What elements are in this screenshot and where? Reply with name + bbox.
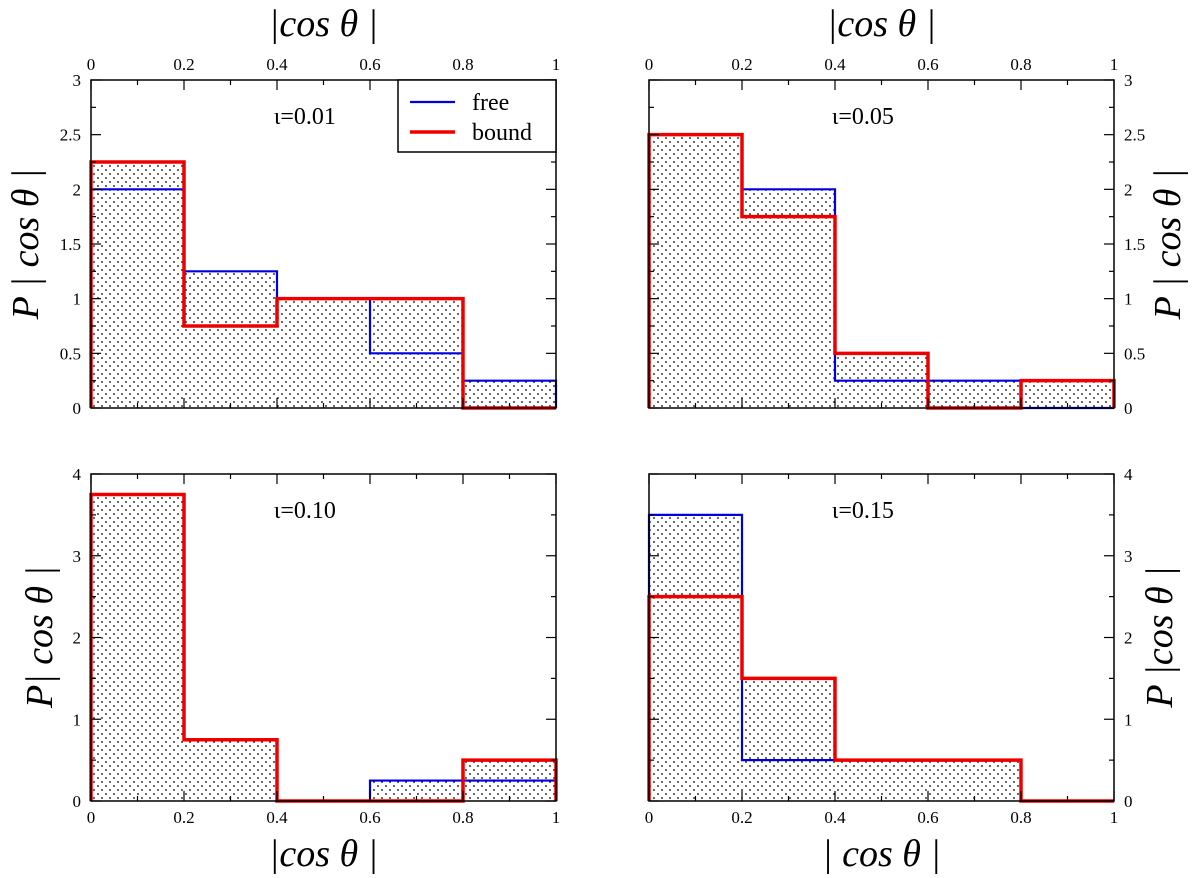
x-tick-label: 0.6 (917, 808, 938, 827)
y-tick-label: 0 (73, 792, 82, 811)
x-axis-title: |cos θ | (269, 3, 378, 45)
fill-bin-4 (370, 780, 463, 801)
panel-annotation: ι=0.15 (832, 498, 894, 524)
series-bound-line (647, 594, 1114, 803)
y-tick-label: 4 (1124, 465, 1133, 484)
y-tick-label: 3 (1124, 71, 1133, 90)
fill-bin-2 (184, 271, 277, 408)
x-tick-label: 0.4 (266, 808, 288, 827)
y-tick-label: 1.5 (60, 235, 81, 254)
y-tick-label: 3 (73, 71, 82, 90)
fill-bin-1 (91, 494, 184, 801)
fill-bin-2 (742, 678, 835, 801)
y-tick-label: 1 (73, 710, 82, 729)
x-tick-label: 0.8 (452, 808, 473, 827)
y-tick-label: 2 (1124, 629, 1133, 648)
y-tick-label: 2 (73, 629, 82, 648)
x-tick-label: 0.8 (1010, 55, 1031, 74)
x-tick-label: 0.2 (731, 55, 752, 74)
y-axis-title: P | cos θ | (1147, 169, 1189, 321)
panel-annotation: ι=0.01 (274, 104, 336, 130)
panel-annotation: ι=0.10 (274, 498, 336, 524)
x-tick-label: 1 (552, 808, 561, 827)
legend: free bound (397, 79, 557, 153)
panel-3: 0 0.2 0.4 0.6 0.8 1 0 1 2 3 4 |cos θ | P| cos θ | ι=0… (19, 465, 560, 875)
fill-bin-3 (277, 298, 370, 408)
x-tick-label: 0.6 (359, 55, 380, 74)
x-tick-label: 1 (552, 55, 561, 74)
x-tick-label: 0.6 (917, 55, 938, 74)
x-axis-title: | cos θ | (822, 833, 941, 875)
x-tick-label: 0.6 (359, 808, 380, 827)
fill-bin-1 (649, 514, 742, 801)
fill-bin-1 (91, 162, 184, 408)
legend-box (397, 79, 557, 153)
x-axis-title: |cos θ | (269, 833, 378, 875)
y-tick-label: 3 (73, 547, 82, 566)
y-tick-label: 1 (1124, 710, 1133, 729)
y-tick-label: 1.5 (1124, 235, 1145, 254)
y-tick-label: 0 (73, 399, 82, 418)
y-tick-label: 3 (1124, 547, 1133, 566)
y-tick-label: 2.5 (1124, 126, 1145, 145)
y-tick-label: 1 (1124, 290, 1133, 309)
y-axis-title: P | cos θ | (5, 169, 47, 321)
panel-1: 0 0.2 0.4 0.6 0.8 1 0 0.5 1 1.5 2 2.5 3 |cos θ | P | c… (5, 3, 560, 418)
fill-bin-2 (742, 189, 835, 408)
x-tick-label: 0.2 (173, 808, 194, 827)
x-tick-label: 0.4 (824, 55, 846, 74)
series-bound-line (89, 160, 556, 410)
panel-annotation: ι=0.05 (832, 104, 894, 130)
x-tick-label: 0 (87, 808, 96, 827)
x-tick-label: 0 (645, 55, 654, 74)
fill-bin-2 (184, 739, 277, 801)
fill-bin-3 (835, 760, 928, 801)
x-tick-label: 0.8 (452, 55, 473, 74)
legend-label-free: free (472, 90, 509, 116)
fill-bin-4 (928, 760, 1021, 801)
y-tick-label: 2 (1124, 180, 1133, 199)
y-axis-title: P| cos θ | (19, 566, 61, 709)
y-tick-label: 0 (1124, 399, 1133, 418)
series-bound-line (647, 132, 1116, 410)
y-axis-title: P |cos θ | (1139, 566, 1181, 708)
y-tick-label: 1 (73, 290, 82, 309)
legend-label-bound: bound (472, 120, 532, 146)
x-tick-label: 0.8 (1010, 808, 1031, 827)
x-axis-title: |cos θ | (827, 3, 936, 45)
y-tick-label: 2 (73, 180, 82, 199)
x-tick-label: 0.2 (731, 808, 752, 827)
y-tick-label: 0.5 (60, 344, 81, 363)
panel-2: 0 0.2 0.4 0.6 0.8 1 0 0.5 1 1.5 2 2.5 3 |cos θ | P | c… (645, 3, 1189, 418)
x-tick-label: 0.4 (266, 55, 288, 74)
x-tick-label: 0 (645, 808, 654, 827)
x-tick-label: 1 (1110, 55, 1119, 74)
y-tick-label: 0 (1124, 792, 1133, 811)
x-tick-label: 1 (1110, 808, 1119, 827)
y-tick-label: 0.5 (1124, 344, 1145, 363)
y-tick-label: 2.5 (60, 126, 81, 145)
x-tick-label: 0 (87, 55, 96, 74)
fill-bin-1 (649, 134, 742, 408)
y-tick-label: 4 (73, 465, 82, 484)
x-tick-label: 0.2 (173, 55, 194, 74)
x-tick-label: 0.4 (824, 808, 846, 827)
